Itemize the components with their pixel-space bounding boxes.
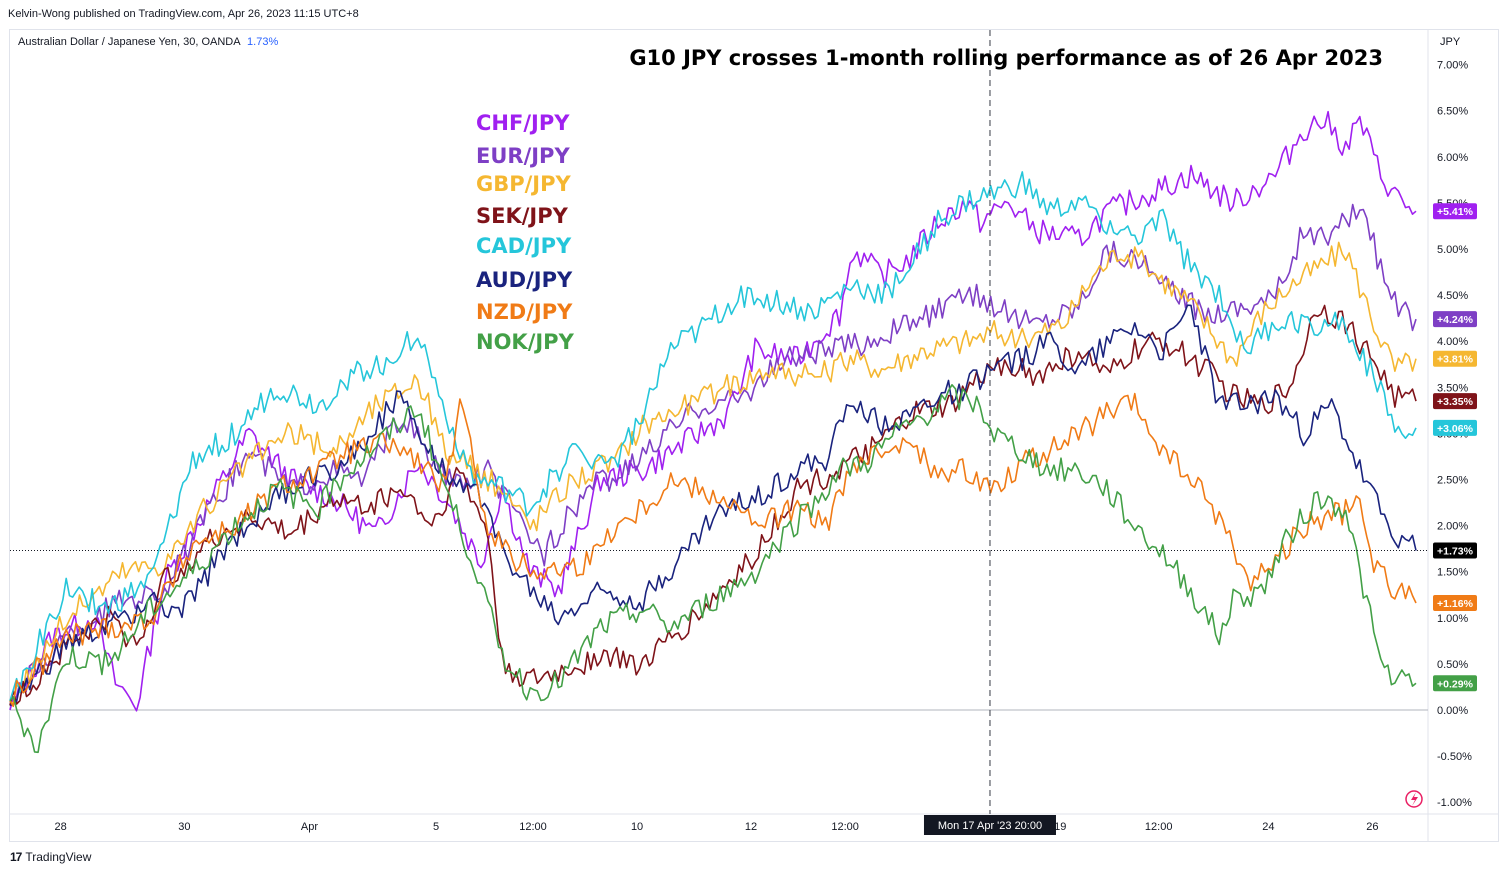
x-tick-layer: 28 30 Apr 5 12:00 10 12 12:00 19 12:00 24 26 bbox=[54, 821, 1378, 833]
publisher-line: Kelvin-Wong published on TradingView.com… bbox=[8, 8, 359, 20]
y-tick-label: -0.50% bbox=[1437, 751, 1472, 763]
y-tick-label: 1.50% bbox=[1437, 567, 1468, 579]
last-value-box bbox=[1433, 542, 1477, 559]
y-tick-label: 7.00% bbox=[1437, 60, 1468, 72]
lightning-icon[interactable] bbox=[1405, 790, 1423, 808]
crosshair-time-box bbox=[923, 815, 1056, 835]
y-tick-label: 2.50% bbox=[1437, 475, 1468, 487]
x-tick-label: 12:00 bbox=[519, 821, 547, 833]
legend-entry-nzd-jpy: NZD/JPY bbox=[476, 300, 573, 324]
last-value-box bbox=[1433, 393, 1477, 410]
x-tick-label: 28 bbox=[54, 821, 66, 833]
legend-entry-cad-jpy: CAD/JPY bbox=[476, 234, 572, 258]
legend-entry-sek-jpy: SEK/JPY bbox=[476, 204, 569, 228]
x-tick-label: 5 bbox=[433, 821, 439, 833]
last-value-labels: +5.41% +4.24% +3.81% +3.35% +3.06% +1.73% +1.1… bbox=[1433, 203, 1477, 692]
y-tick-layer: 7.00%6.50%6.00%5.50%5.00%4.50%4.00%3.50%… bbox=[1437, 60, 1472, 810]
chart-title: G10 JPY crosses 1-month rolling performa… bbox=[629, 46, 1383, 70]
last-value-box bbox=[1433, 675, 1477, 692]
last-value-label: +1.73% bbox=[1437, 545, 1474, 557]
series-line-nzd-jpy bbox=[9, 392, 1417, 708]
y-tick-label: 5.00% bbox=[1437, 244, 1468, 256]
x-tick-label: 12 bbox=[745, 821, 757, 833]
y-tick-label: 1.00% bbox=[1437, 613, 1468, 625]
symbol-legend[interactable]: Australian Dollar / Japanese Yen, 30, OA… bbox=[18, 36, 278, 48]
last-value-box bbox=[1433, 350, 1477, 367]
x-tick-label: 12:00 bbox=[1145, 821, 1173, 833]
legend-entry-eur-jpy: EUR/JPY bbox=[476, 144, 570, 168]
y-tick-label: 4.00% bbox=[1437, 336, 1468, 348]
last-value-label: +4.24% bbox=[1437, 314, 1474, 326]
legend-entry-chf-jpy: CHF/JPY bbox=[476, 111, 570, 135]
y-tick-label: -1.00% bbox=[1437, 797, 1472, 809]
tradingview-logo-icon: 17 bbox=[10, 850, 22, 864]
chart-frame bbox=[9, 29, 1499, 842]
legend-entry-nok-jpy: NOK/JPY bbox=[476, 330, 575, 354]
series-line-chf-jpy bbox=[9, 110, 1417, 712]
x-tick-label: 24 bbox=[1262, 821, 1274, 833]
y-tick-label: 3.50% bbox=[1437, 382, 1468, 394]
last-value-box bbox=[1433, 311, 1477, 328]
legend: CHF/JPY EUR/JPY GBP/JPY SEK/JPY CAD/JPY AUD/J… bbox=[476, 111, 575, 354]
x-tick-label: Apr bbox=[301, 821, 318, 833]
series-layer bbox=[9, 110, 1417, 754]
last-value-box bbox=[1433, 419, 1477, 436]
series-line-aud-jpy bbox=[9, 304, 1417, 707]
last-value-label: +5.41% bbox=[1437, 206, 1474, 218]
series-line-nok-jpy bbox=[9, 384, 1417, 754]
y-tick-label: 6.50% bbox=[1437, 106, 1468, 118]
crosshair-time-label: Mon 17 Apr '23 20:00 bbox=[938, 820, 1042, 832]
x-tick-label: 19 bbox=[1054, 821, 1066, 833]
y-tick-label: 2.00% bbox=[1437, 521, 1468, 533]
y-tick-label: 6.00% bbox=[1437, 152, 1468, 164]
series-line-gbp-jpy bbox=[9, 241, 1417, 705]
y-tick-label: 0.50% bbox=[1437, 659, 1468, 671]
symbol-value: 1.73% bbox=[247, 36, 279, 48]
y-axis-unit-label: JPY bbox=[1440, 36, 1461, 48]
series-line-cad-jpy bbox=[9, 171, 1417, 702]
x-tick-label: 26 bbox=[1366, 821, 1378, 833]
symbol-description: Australian Dollar / Japanese Yen, 30, OA… bbox=[18, 36, 240, 48]
last-value-label: +3.35% bbox=[1437, 396, 1474, 408]
last-value-label: +3.06% bbox=[1437, 423, 1474, 435]
x-tick-label: 12:00 bbox=[831, 821, 859, 833]
legend-entry-aud-jpy: AUD/JPY bbox=[476, 268, 573, 292]
last-value-label: +3.81% bbox=[1437, 354, 1474, 366]
crosshair-layer: Mon 17 Apr '23 20:00 bbox=[10, 30, 1428, 835]
last-value-box bbox=[1433, 595, 1477, 612]
series-line-eur-jpy bbox=[9, 203, 1417, 704]
x-tick-label: 10 bbox=[631, 821, 643, 833]
y-tick-label: 0.00% bbox=[1437, 705, 1468, 717]
last-value-box bbox=[1433, 203, 1477, 220]
last-value-label: +1.16% bbox=[1437, 598, 1474, 610]
legend-entry-gbp-jpy: GBP/JPY bbox=[476, 172, 572, 196]
y-tick-label: 4.50% bbox=[1437, 290, 1468, 302]
series-line-sek-jpy bbox=[9, 304, 1417, 706]
x-tick-label: 30 bbox=[178, 821, 190, 833]
brand-name: TradingView bbox=[25, 850, 92, 864]
last-value-label: +0.29% bbox=[1437, 678, 1474, 690]
tradingview-brand[interactable]: 17 TradingView bbox=[10, 850, 91, 864]
